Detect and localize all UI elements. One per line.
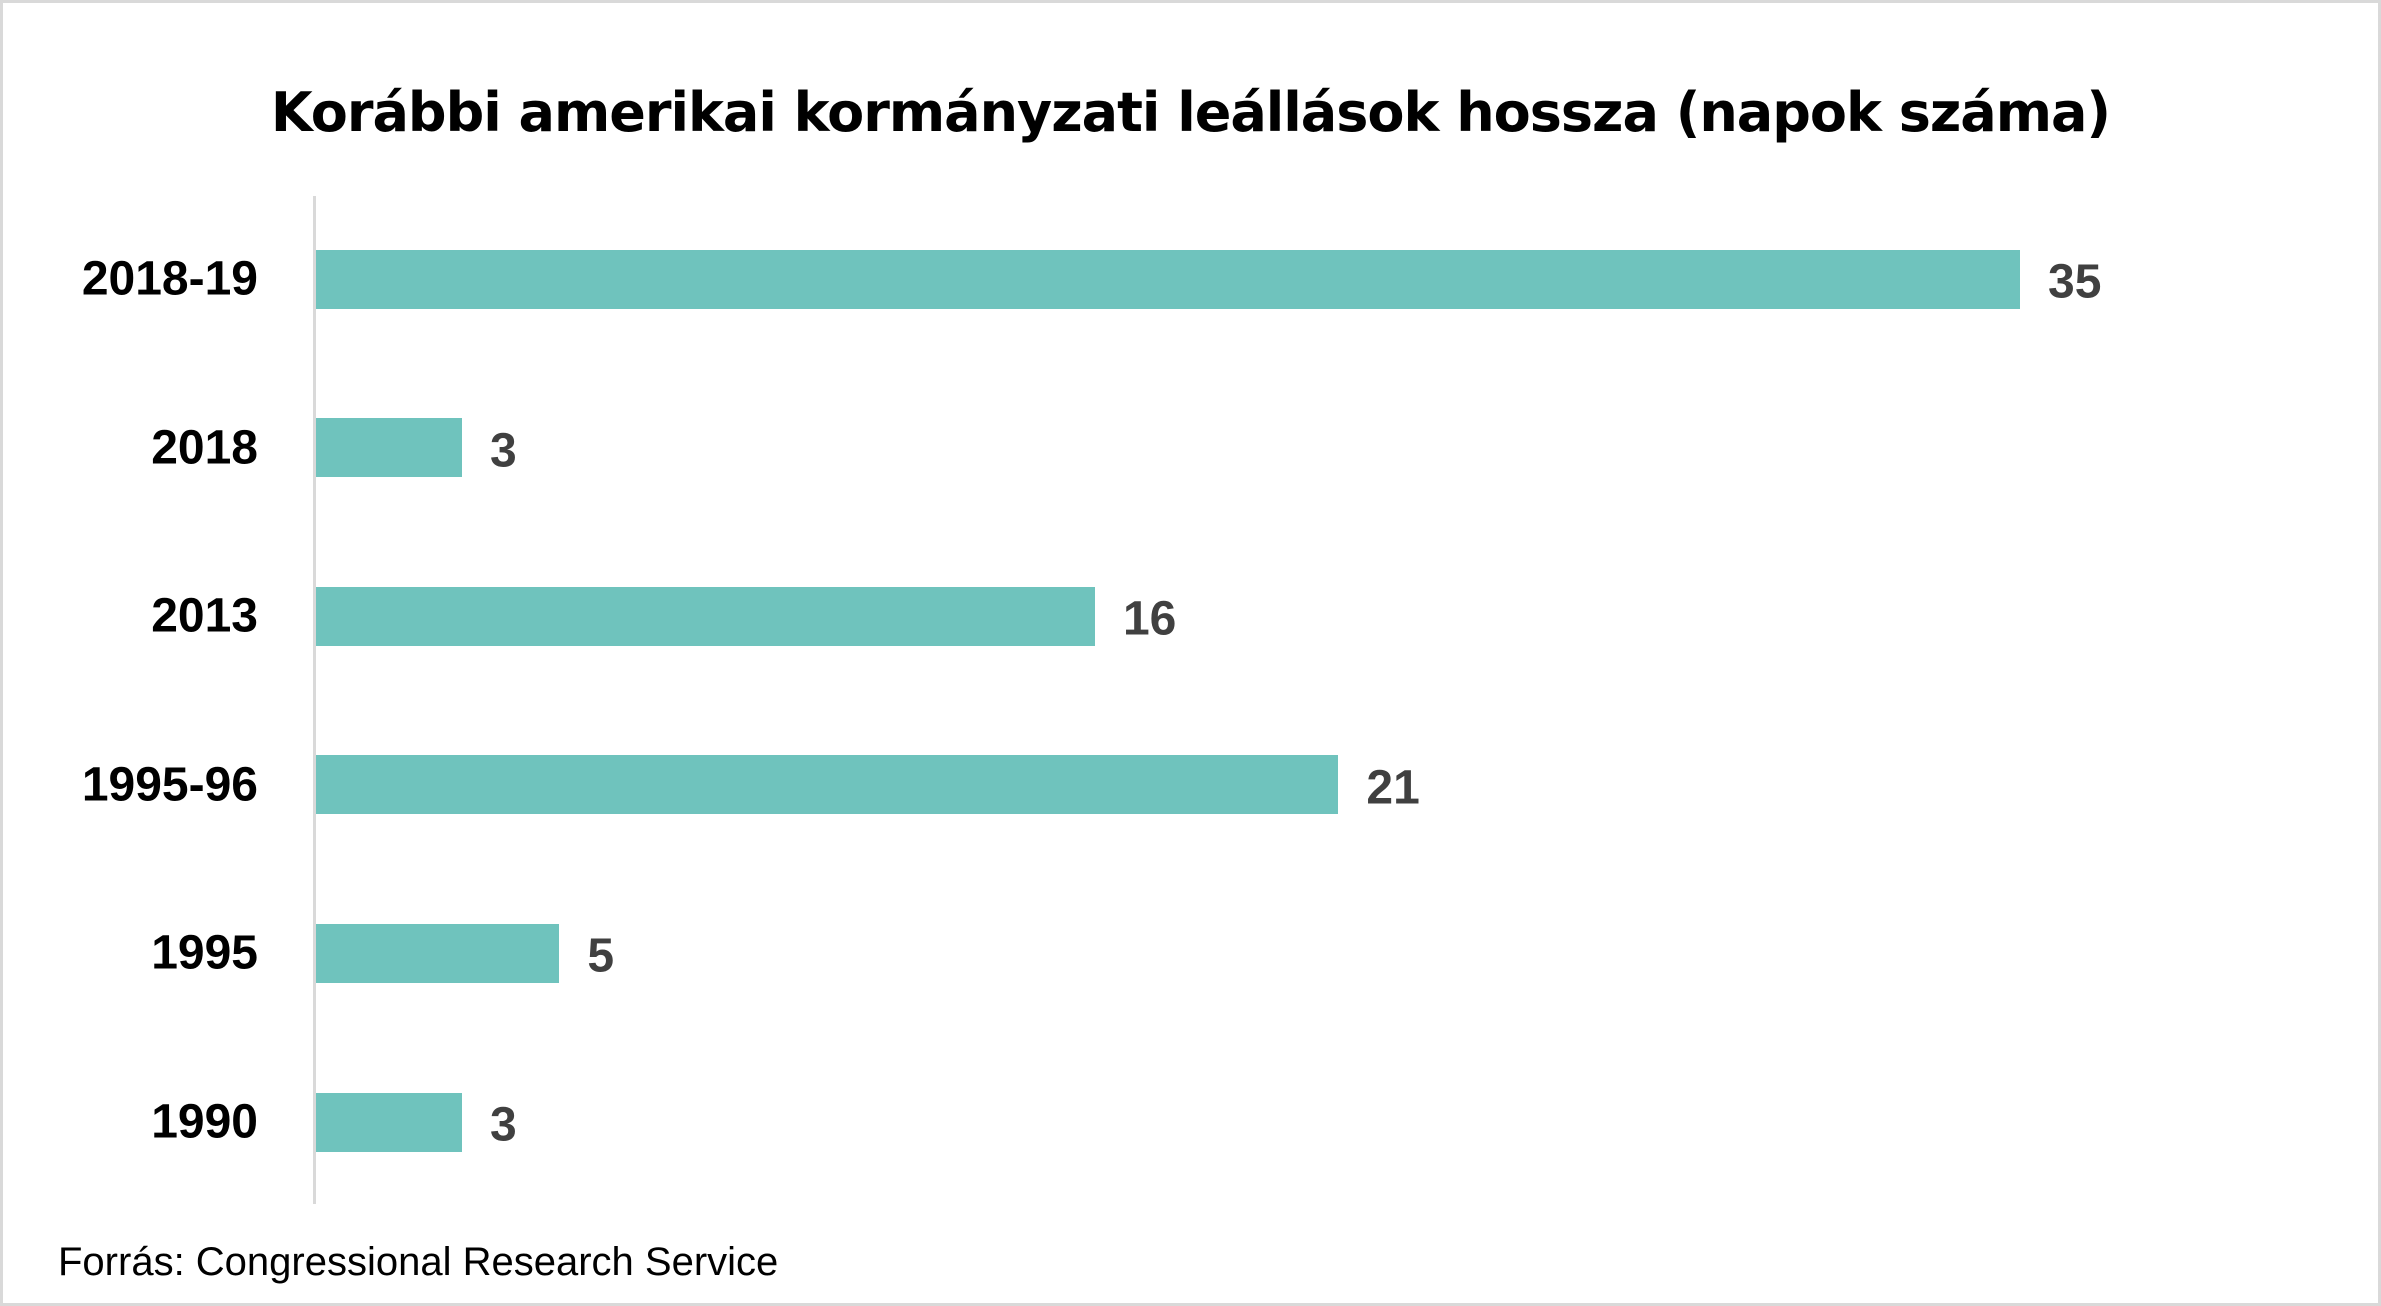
data-label: 35 — [2048, 255, 2102, 309]
bar — [316, 755, 1339, 815]
data-label: 3 — [490, 424, 517, 478]
bar — [316, 1092, 463, 1152]
category-label: 1995 — [151, 926, 258, 980]
bar — [316, 923, 560, 983]
data-label: 16 — [1122, 592, 1177, 646]
chart-title: Korábbi amerikai kormányzati leállások h… — [270, 81, 2111, 144]
category-label: 1990 — [151, 1095, 258, 1149]
category-label: 2013 — [151, 589, 258, 643]
data-label: 3 — [490, 1098, 517, 1152]
bar — [316, 586, 1095, 646]
category-label: 2018 — [151, 421, 258, 475]
data-label: 5 — [587, 929, 615, 983]
category-label: 2018-19 — [81, 252, 258, 306]
bar — [316, 418, 463, 478]
category-label: 1995-96 — [81, 758, 258, 812]
data-label: 21 — [1366, 761, 1420, 815]
source-note: Forrás: Congressional Research Service — [58, 1240, 779, 1284]
bar — [316, 249, 2020, 309]
y-axis-line — [313, 196, 316, 1204]
